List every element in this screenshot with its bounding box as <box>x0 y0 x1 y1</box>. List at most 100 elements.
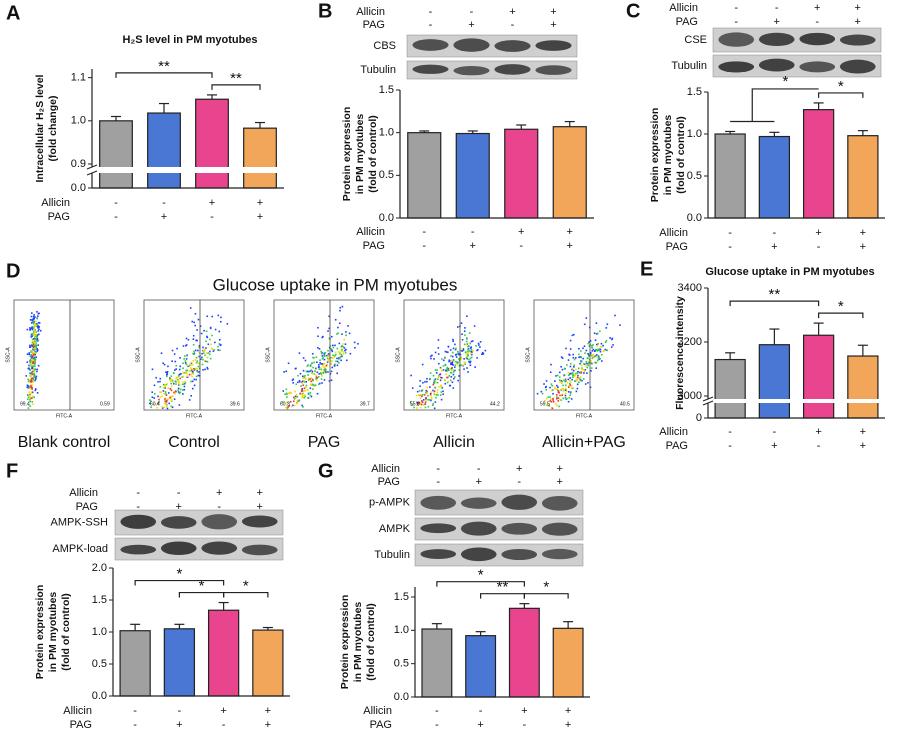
flow-event <box>307 364 309 366</box>
flow-event <box>328 315 331 318</box>
flow-event <box>154 403 157 406</box>
flow-event <box>203 348 206 351</box>
flow-event <box>303 396 306 399</box>
flow-event <box>191 387 194 390</box>
flow-event <box>27 393 30 396</box>
flow-event <box>205 330 208 333</box>
row-sign: + <box>771 440 777 452</box>
row-sign: + <box>265 705 271 717</box>
flow-event <box>27 394 29 396</box>
flow-event <box>344 343 347 345</box>
flow-event <box>434 380 436 383</box>
flow-event <box>159 391 161 393</box>
y-tick-label: 1.5 <box>394 591 409 603</box>
flow-event <box>556 388 559 390</box>
blot-sign: + <box>774 16 780 28</box>
flow-event <box>476 357 478 359</box>
flow-event <box>557 386 559 389</box>
flow-event <box>175 376 178 379</box>
flow-event <box>473 325 476 327</box>
flow-event <box>555 402 557 405</box>
blot-row-label: PAG <box>378 476 400 488</box>
flow-event <box>421 395 423 398</box>
flow-event <box>605 340 608 342</box>
flow-event <box>336 333 338 335</box>
flow-event <box>36 325 39 328</box>
flow-event <box>599 350 602 353</box>
flow-event <box>595 355 598 358</box>
flow-sample-name: Allicin+PAG <box>542 434 626 451</box>
flow-event <box>199 325 202 327</box>
blot-band <box>460 547 497 562</box>
row-label: Allicin <box>63 705 92 717</box>
y-tick-label: 2.0 <box>92 562 107 574</box>
flow-event <box>27 385 30 387</box>
flow-event <box>311 362 314 364</box>
flow-event <box>552 399 554 401</box>
significance-label: * <box>199 578 205 595</box>
flow-event <box>184 360 187 362</box>
flow-event <box>31 365 33 368</box>
flow-event <box>194 324 197 327</box>
flow-event <box>463 358 465 360</box>
flow-event <box>178 368 181 371</box>
flow-event <box>38 326 40 328</box>
flow-event <box>420 402 423 404</box>
flow-event <box>595 322 598 324</box>
flow-event <box>328 327 330 330</box>
flow-event <box>210 343 212 346</box>
flow-event <box>323 358 326 361</box>
flow-event <box>458 353 460 356</box>
row-label: Allicin <box>41 197 70 209</box>
flow-event <box>564 394 567 397</box>
y-tick-label: 0.5 <box>379 169 394 181</box>
flow-event <box>194 349 197 352</box>
flow-event <box>461 338 464 341</box>
flow-event <box>219 320 222 323</box>
flow-event <box>310 395 313 398</box>
flow-event <box>561 393 564 396</box>
flow-event <box>35 324 37 327</box>
flow-event <box>187 365 189 368</box>
flow-event <box>34 322 36 325</box>
flow-event <box>31 341 34 344</box>
flow-event <box>588 355 590 357</box>
flow-event <box>549 371 552 374</box>
flow-event <box>478 344 480 346</box>
flow-event <box>32 357 35 360</box>
flow-event <box>33 367 35 370</box>
flow-event <box>33 396 35 399</box>
row-sign: - <box>773 227 777 239</box>
flow-event <box>173 398 176 401</box>
flow-event <box>576 372 579 374</box>
flow-event <box>342 346 345 348</box>
blot-band <box>541 522 578 536</box>
flow-event <box>34 347 36 350</box>
flow-event <box>459 353 462 356</box>
flow-event <box>27 380 30 383</box>
flow-event <box>29 328 31 331</box>
flow-event <box>321 382 323 384</box>
flow-event <box>429 355 432 358</box>
flow-event <box>441 387 443 390</box>
flow-event <box>34 368 36 370</box>
flow-event <box>320 363 322 365</box>
flow-event <box>186 369 189 372</box>
flow-event <box>556 374 559 377</box>
blot-sign: + <box>557 463 563 475</box>
flow-event <box>434 378 437 380</box>
flow-event <box>185 337 188 340</box>
flow-event <box>577 353 580 356</box>
flow-event <box>169 377 171 379</box>
flow-event <box>192 343 195 346</box>
flow-event <box>31 396 34 398</box>
flow-event <box>36 349 39 352</box>
flow-event <box>470 353 473 356</box>
flow-event <box>598 349 600 352</box>
flow-event <box>191 375 193 378</box>
flow-event <box>569 339 572 342</box>
flow-event <box>310 380 313 383</box>
flow-event <box>419 380 421 382</box>
flow-event <box>455 361 458 364</box>
flow-event <box>338 352 341 354</box>
